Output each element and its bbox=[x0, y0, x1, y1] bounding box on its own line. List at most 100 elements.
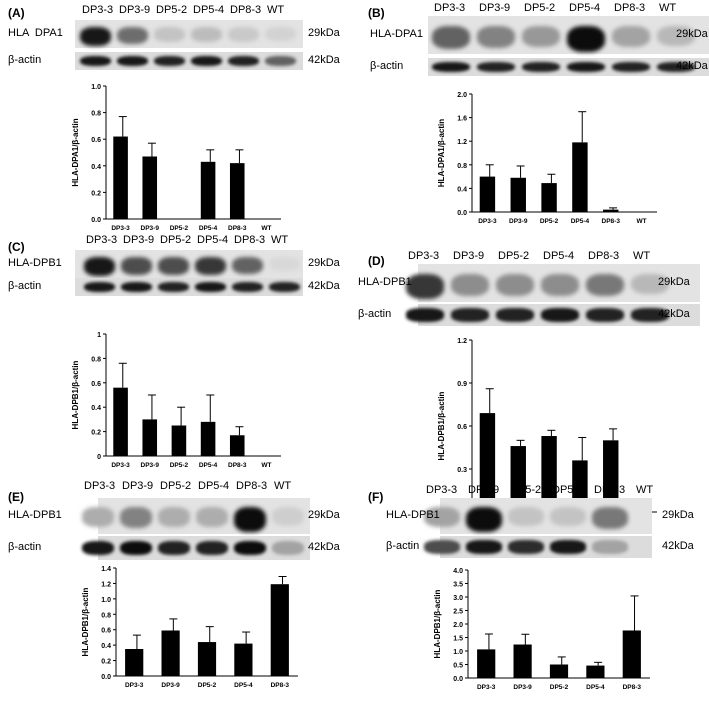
x-tick-label: DP8-3 bbox=[623, 684, 642, 691]
target-band bbox=[154, 27, 186, 42]
actin-band bbox=[117, 55, 149, 67]
target-blot-strip bbox=[75, 250, 303, 278]
actin-band bbox=[120, 540, 153, 556]
x-tick-label: DP3-9 bbox=[141, 462, 160, 469]
lane-label-dp5-2: DP5-2 bbox=[160, 234, 192, 246]
kda-target-marker: 29kDa bbox=[308, 257, 340, 269]
target-blot-strip bbox=[75, 20, 303, 48]
x-tick-label: DP5-2 bbox=[550, 684, 569, 691]
y-tick-label: 0.9 bbox=[457, 381, 467, 388]
target-band bbox=[196, 507, 229, 527]
panel-f: (F) DP3-3 DP3-9 DP5-2 DP5-4 DP8-3 WT HLA-DPB1 β-… bbox=[358, 478, 708, 718]
target-band bbox=[550, 507, 586, 527]
target-row-label: HLA-DPB1 bbox=[8, 509, 62, 521]
kda-actin-marker: 42kDa bbox=[676, 60, 708, 72]
actin-band bbox=[158, 540, 191, 556]
x-tick-label: DP3-3 bbox=[125, 682, 144, 689]
y-axis-label: HLA-DPB1/β-actin bbox=[437, 391, 446, 460]
target-row-label: HLA-DPB1 bbox=[8, 257, 62, 269]
bar-dp3-3 bbox=[125, 649, 144, 676]
actin-band bbox=[232, 281, 264, 293]
lane-label-dp5-2: DP5-2 bbox=[156, 4, 188, 16]
actin-row-label: β-actin bbox=[8, 54, 42, 66]
bar-dp5-4 bbox=[572, 142, 588, 212]
target-band bbox=[508, 507, 544, 527]
actin-band bbox=[424, 540, 460, 554]
y-tick-label: 2.0 bbox=[457, 92, 467, 99]
panel-d: (D) DP3-3 DP3-9 DP5-2 DP5-4 DP8-3 WT HLA-DPB1 β-… bbox=[358, 248, 708, 525]
x-tick-label: DP5-2 bbox=[198, 682, 217, 689]
lane-label-dp3-9: DP3-9 bbox=[468, 484, 500, 496]
y-tick-label: 0.0 bbox=[457, 210, 467, 217]
bar-dp3-9 bbox=[142, 156, 158, 219]
actin-blot-strip bbox=[82, 536, 310, 560]
x-tick-label: DP5-4 bbox=[199, 225, 218, 232]
bar-dp3-3 bbox=[477, 649, 496, 678]
target-band bbox=[466, 507, 502, 533]
x-tick-label: DP8-3 bbox=[602, 218, 621, 225]
y-tick-label: 1.6 bbox=[457, 116, 467, 123]
lane-label-wt: WT bbox=[633, 250, 651, 262]
actin-band bbox=[508, 540, 544, 554]
bar-dp3-9 bbox=[513, 644, 532, 678]
lane-label-dp3-3: DP3-3 bbox=[426, 484, 458, 496]
y-tick-label: 0.0 bbox=[91, 217, 101, 224]
y-axis-label: HLA-DPB1/β-actin bbox=[71, 360, 80, 429]
y-tick-label: 2.0 bbox=[453, 622, 463, 629]
panel-letter: (A) bbox=[8, 6, 25, 20]
lane-label-dp3-3: DP3-3 bbox=[84, 480, 116, 492]
actin-band bbox=[522, 61, 561, 73]
actin-blot-strip bbox=[406, 304, 700, 326]
y-axis-label: HLA-DPB1/β-actin bbox=[81, 587, 90, 656]
bar-dp8-3 bbox=[270, 584, 289, 676]
y-tick-label: 0.2 bbox=[101, 659, 111, 666]
bar-dp8-3 bbox=[229, 163, 245, 219]
target-band bbox=[586, 273, 625, 297]
actin-band bbox=[196, 540, 229, 556]
actin-band bbox=[592, 540, 628, 554]
x-tick-label: DP3-3 bbox=[111, 462, 130, 469]
lane-label-dp5-4: DP5-4 bbox=[197, 234, 229, 246]
actin-band bbox=[272, 540, 305, 556]
actin-band bbox=[432, 61, 471, 73]
target-band bbox=[84, 257, 116, 277]
y-axis-label: HLA-DPB1/β-actin bbox=[433, 589, 442, 658]
actin-band bbox=[586, 308, 625, 322]
target-blot-strip bbox=[82, 498, 310, 534]
x-tick-label: DP8-3 bbox=[228, 225, 247, 232]
target-band bbox=[120, 507, 153, 529]
actin-band bbox=[477, 61, 516, 73]
actin-row-label: β-actin bbox=[8, 280, 42, 292]
lane-label-wt: WT bbox=[636, 484, 654, 496]
y-tick-label: 0.2 bbox=[91, 430, 101, 437]
bar-dp5-2 bbox=[171, 425, 187, 456]
lane-label-dp5-2: DP5-2 bbox=[160, 480, 192, 492]
y-tick-label: 0.6 bbox=[457, 424, 467, 431]
lane-label-dp5-4: DP5-4 bbox=[552, 484, 584, 496]
kda-actin-marker: 42kDa bbox=[662, 540, 694, 552]
y-tick-label: 2.5 bbox=[453, 609, 463, 616]
actin-band bbox=[191, 55, 223, 67]
lane-label-dp8-3: DP8-3 bbox=[234, 234, 266, 246]
y-tick-label: 0 bbox=[97, 454, 101, 461]
y-tick-label: 0.5 bbox=[453, 663, 463, 670]
panel-c: (C) DP3-3 DP3-9 DP5-2 DP5-4 DP8-3 WT HLA-DPB1 β-… bbox=[0, 228, 350, 469]
y-tick-label: 1.2 bbox=[457, 338, 467, 345]
bar-dp3-9 bbox=[161, 630, 180, 676]
y-axis-label: HLA-DPA1/β-actin bbox=[437, 119, 446, 187]
y-tick-label: 0.8 bbox=[457, 163, 467, 170]
target-band bbox=[80, 27, 112, 47]
panel-letter: (B) bbox=[368, 6, 385, 20]
target-band bbox=[269, 257, 301, 272]
actin-band bbox=[496, 308, 535, 322]
target-row-label: HLA-DPB1 bbox=[386, 509, 440, 521]
target-band bbox=[232, 257, 264, 275]
target-band bbox=[265, 27, 297, 42]
actin-row-label: β-actin bbox=[386, 540, 420, 552]
target-band bbox=[612, 25, 651, 47]
bar-dp8-3 bbox=[229, 435, 245, 456]
target-band bbox=[592, 507, 628, 529]
x-tick-label: DP3-3 bbox=[477, 684, 496, 691]
lane-label-dp8-3: DP8-3 bbox=[230, 4, 262, 16]
lane-label-dp8-3: DP8-3 bbox=[236, 480, 268, 492]
